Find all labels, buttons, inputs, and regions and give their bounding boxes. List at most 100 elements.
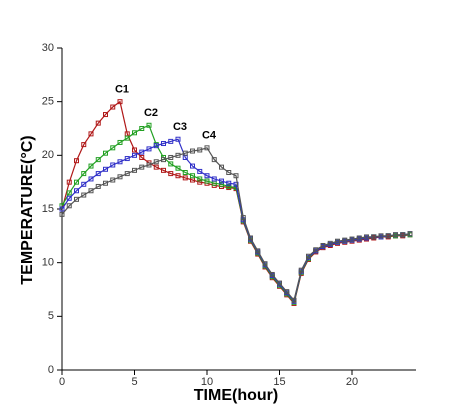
marker: [400, 232, 406, 238]
y-axis-title: TEMPERATURE(°C): [19, 135, 36, 284]
marker: [66, 203, 72, 209]
marker: [197, 147, 203, 153]
series: [59, 136, 413, 304]
marker: [211, 157, 217, 163]
marker: [371, 234, 377, 240]
marker: [88, 163, 94, 169]
marker: [103, 166, 108, 172]
marker: [168, 161, 174, 167]
marker: [226, 183, 232, 189]
marker: [306, 253, 311, 259]
marker: [248, 235, 253, 241]
series: [59, 99, 413, 306]
marker: [132, 152, 137, 158]
marker: [95, 157, 101, 163]
x-tick-label: 10: [201, 376, 213, 388]
marker: [124, 156, 130, 162]
marker: [197, 176, 203, 182]
marker: [356, 235, 362, 241]
marker: [103, 180, 108, 186]
x-tick-label: 15: [273, 376, 285, 388]
y-tick-label: 0: [48, 364, 54, 376]
x-axis-title: TIME(hour): [194, 387, 278, 404]
marker: [219, 164, 224, 170]
marker: [95, 120, 101, 126]
marker: [190, 163, 195, 169]
series-label: C3: [173, 121, 187, 133]
marker: [110, 177, 116, 183]
marker: [233, 173, 239, 179]
x-tick-label: 0: [59, 376, 65, 388]
y-tick-label: 20: [42, 149, 54, 161]
marker: [320, 242, 326, 248]
marker: [284, 289, 290, 295]
marker: [161, 141, 166, 147]
marker: [393, 232, 398, 238]
marker: [335, 238, 340, 244]
marker: [74, 179, 79, 185]
marker: [81, 142, 87, 148]
marker: [175, 165, 181, 171]
marker: [378, 233, 384, 239]
x-tick-label: 5: [131, 376, 137, 388]
marker: [146, 162, 152, 168]
marker: [81, 171, 87, 177]
marker: [139, 154, 145, 160]
marker: [182, 150, 188, 156]
marker: [327, 240, 333, 246]
marker: [204, 145, 210, 151]
marker: [139, 126, 145, 131]
marker: [132, 147, 137, 153]
series-line: [61, 124, 410, 304]
marker: [255, 248, 261, 254]
marker: [153, 164, 159, 170]
marker: [204, 178, 210, 184]
marker: [197, 168, 203, 174]
marker: [175, 173, 181, 179]
marker: [219, 181, 224, 187]
marker: [211, 176, 217, 182]
marker: [146, 122, 152, 128]
marker: [103, 112, 108, 118]
marker: [124, 171, 130, 177]
marker: [262, 261, 268, 267]
marker: [110, 104, 116, 110]
series: [59, 145, 413, 303]
marker: [175, 152, 181, 158]
marker: [139, 149, 145, 155]
marker: [95, 171, 101, 177]
marker: [88, 176, 94, 182]
marker: [385, 233, 391, 239]
marker: [161, 167, 166, 173]
marker: [81, 181, 87, 187]
marker: [153, 159, 159, 165]
marker: [175, 136, 181, 142]
marker: [146, 146, 152, 152]
marker: [110, 162, 116, 168]
series-label: C1: [115, 84, 129, 96]
marker: [349, 236, 355, 242]
y-tick-label: 25: [42, 96, 54, 108]
series: [59, 122, 413, 305]
marker: [117, 139, 123, 145]
marker: [66, 190, 72, 196]
marker: [197, 179, 203, 185]
series-label: C2: [144, 107, 158, 119]
marker: [88, 188, 94, 194]
marker: [190, 148, 195, 154]
series-line: [61, 138, 411, 303]
marker: [74, 188, 79, 194]
series-line: [61, 100, 411, 305]
x-tick-label: 20: [346, 376, 358, 388]
marker: [168, 171, 174, 177]
marker: [269, 271, 275, 277]
marker: [182, 170, 188, 176]
marker: [219, 178, 224, 184]
marker: [291, 297, 297, 303]
marker: [182, 175, 188, 181]
marker: [298, 267, 304, 273]
marker: [74, 158, 79, 164]
marker: [168, 154, 174, 160]
marker: [204, 173, 210, 179]
series-label: C4: [202, 130, 217, 142]
